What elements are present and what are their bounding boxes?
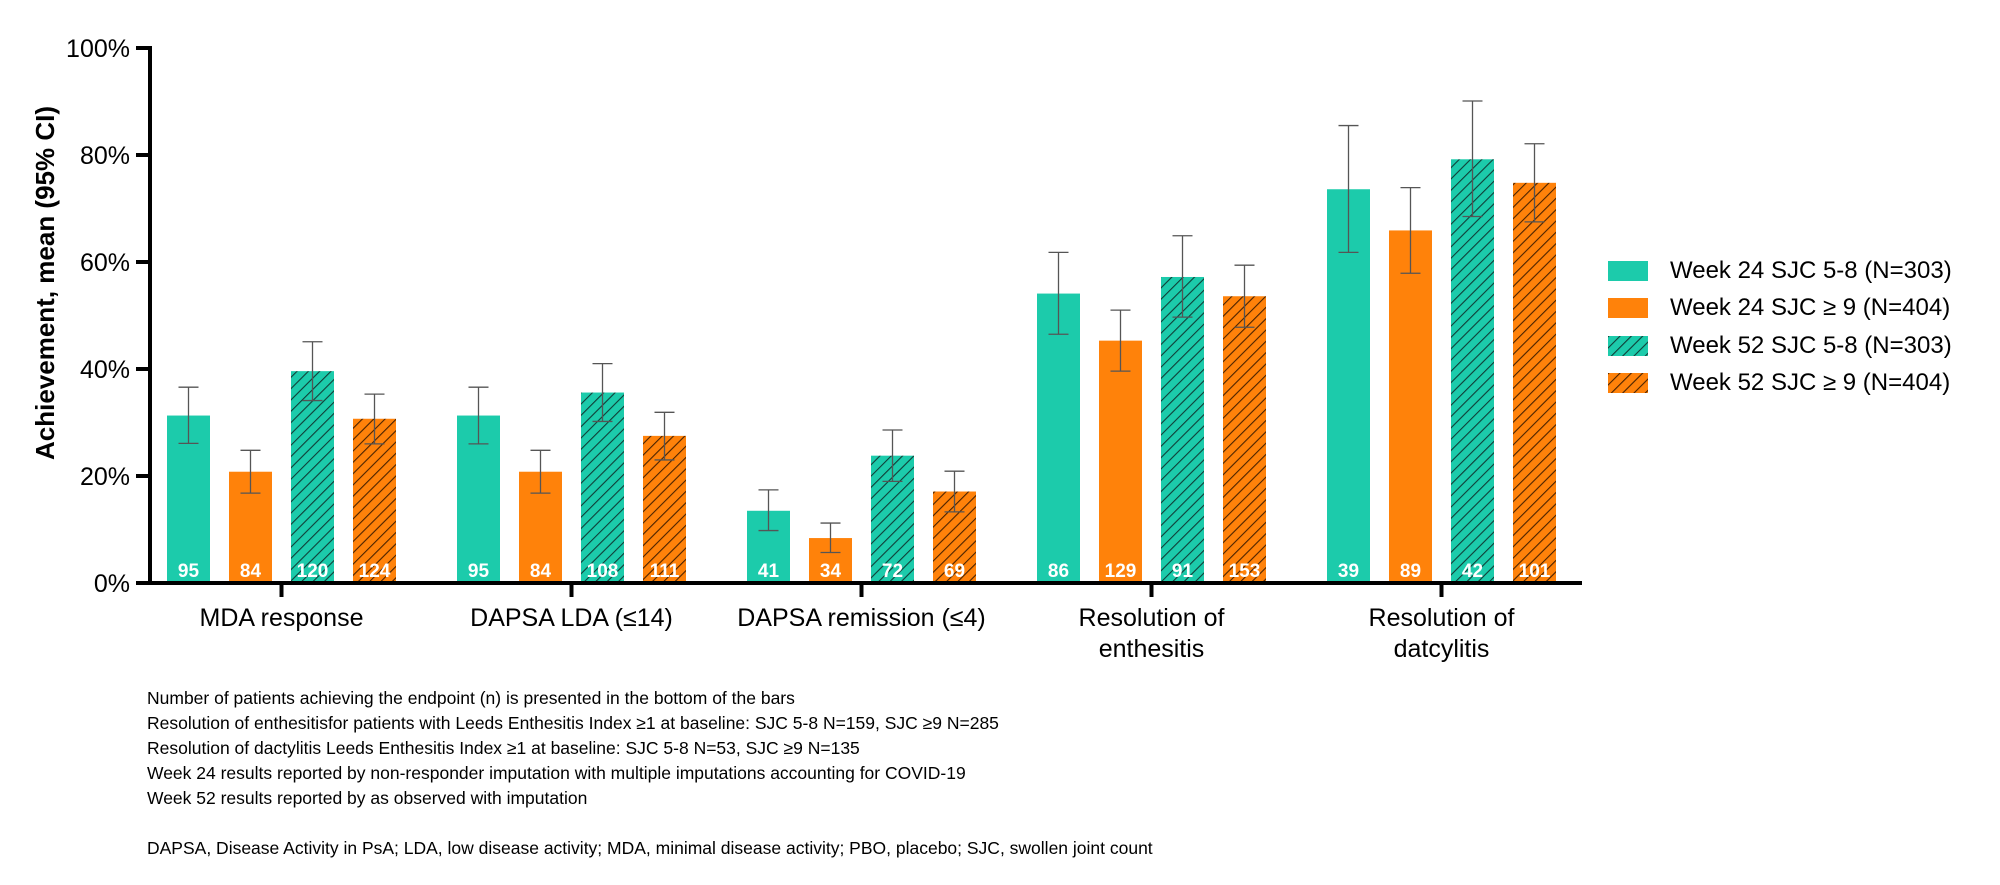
- error-bar: [302, 341, 323, 402]
- legend-label: Week 52 SJC ≥ 9 (N=404): [1670, 369, 1951, 397]
- footnotes: Number of patients achieving the endpoin…: [147, 686, 1153, 861]
- error-bar: [240, 449, 261, 494]
- legend-item: Week 24 SJC 5-8 (N=303): [1608, 252, 1952, 290]
- x-category-label: DAPSA remission (≤4): [737, 604, 986, 632]
- bar: [291, 371, 334, 583]
- bar-count-label: 39: [1338, 561, 1359, 582]
- footnote: Week 24 results reported by non-responde…: [147, 763, 966, 783]
- bar: [353, 418, 396, 583]
- error-bar: [364, 393, 385, 445]
- bar-count-label: 89: [1400, 561, 1421, 582]
- bar-count-label: 91: [1172, 561, 1194, 582]
- error-bar: [178, 386, 199, 445]
- error-bar: [654, 411, 675, 461]
- footnote: Number of patients achieving the endpoin…: [147, 688, 795, 708]
- bar: [1327, 189, 1370, 584]
- bar-count-label: 34: [820, 561, 842, 582]
- error-bar: [1110, 309, 1131, 372]
- bar-count-label: 95: [178, 561, 200, 582]
- bar: [1451, 159, 1494, 583]
- bar-count-label: 120: [297, 561, 329, 582]
- legend-swatch: [1608, 260, 1648, 281]
- legend-label: Week 52 SJC 5-8 (N=303): [1670, 331, 1952, 359]
- legend-label: Week 24 SJC 5-8 (N=303): [1670, 256, 1952, 284]
- error-bar: [944, 470, 965, 513]
- bar-count-label: 129: [1105, 561, 1137, 582]
- legend-swatch: [1608, 335, 1648, 356]
- bar: [1389, 230, 1432, 583]
- error-bar: [1234, 264, 1255, 328]
- legend-item: Week 24 SJC ≥ 9 (N=404): [1608, 290, 1952, 328]
- footnote: Resolution of dactylitis Leeds Enthesiti…: [147, 738, 860, 758]
- y-tick-label: 0%: [94, 570, 130, 598]
- bar-count-label: 95: [468, 561, 490, 582]
- bar: [1037, 293, 1080, 583]
- y-axis-title: Achievement, mean (95% CI): [30, 106, 60, 460]
- error-bar: [820, 522, 841, 554]
- legend-label: Week 24 SJC ≥ 9 (N=404): [1670, 294, 1951, 322]
- bar-count-label: 42: [1462, 561, 1483, 582]
- bar: [1223, 296, 1266, 583]
- error-bar: [592, 362, 613, 423]
- bar-count-label: 84: [240, 561, 262, 582]
- bar-count-label: 72: [882, 561, 903, 582]
- y-tick-label: 80%: [80, 142, 130, 170]
- bar-count-label: 84: [530, 561, 552, 582]
- bar-count-label: 111: [650, 561, 680, 582]
- error-bar: [1400, 186, 1421, 274]
- bar: [581, 392, 624, 583]
- error-bar: [530, 449, 551, 494]
- bar-count-label: 153: [1229, 561, 1261, 582]
- bar-count-label: 124: [359, 561, 391, 582]
- bar-count-label: 41: [758, 561, 780, 582]
- x-category-label: Resolution of enthesitis: [1079, 604, 1225, 663]
- chart-legend: Week 24 SJC 5-8 (N=303) Week 24 SJC ≥ 9 …: [1608, 252, 1952, 402]
- legend-item: Week 52 SJC 5-8 (N=303): [1608, 327, 1952, 365]
- x-category-label: DAPSA LDA (≤14): [470, 604, 673, 632]
- abbreviations-note: DAPSA, Disease Activity in PsA; LDA, low…: [147, 838, 1153, 858]
- legend-swatch: [1608, 373, 1648, 394]
- error-bar: [1524, 143, 1545, 223]
- bar-count-label: 101: [1519, 561, 1551, 582]
- bar: [1099, 340, 1142, 583]
- legend-swatch: [1608, 298, 1648, 319]
- footnote: Resolution of enthesitisfor patients wit…: [147, 713, 999, 733]
- error-bar: [1172, 235, 1193, 318]
- error-bar: [468, 386, 489, 445]
- bar-count-label: 108: [587, 561, 619, 582]
- y-tick-label: 100%: [66, 35, 130, 63]
- error-bar: [1462, 100, 1483, 218]
- bar-count-label: 86: [1048, 561, 1069, 582]
- error-bar: [1048, 251, 1069, 335]
- legend-item: Week 52 SJC ≥ 9 (N=404): [1608, 365, 1952, 403]
- y-tick-label: 60%: [80, 249, 130, 277]
- bar: [1513, 182, 1556, 583]
- error-bar: [882, 429, 903, 483]
- bar: [1161, 276, 1204, 583]
- error-bar: [1338, 124, 1359, 254]
- x-category-label: Resolution of datcylitis: [1369, 604, 1515, 663]
- error-bar: [758, 489, 779, 532]
- x-category-label: MDA response: [200, 604, 364, 632]
- footnote: Week 52 results reported by as observed …: [147, 788, 588, 808]
- bar-count-label: 69: [944, 561, 965, 582]
- y-tick-label: 40%: [80, 356, 130, 384]
- y-tick-label: 20%: [80, 463, 130, 491]
